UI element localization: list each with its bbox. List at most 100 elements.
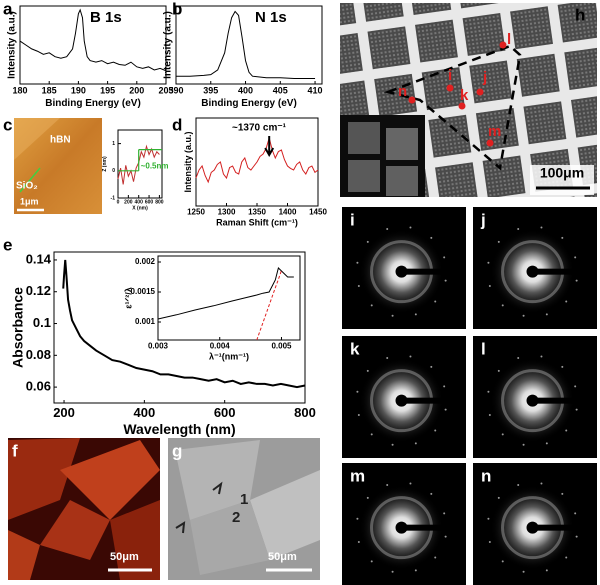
grid-square [292, 182, 335, 225]
diffraction-spot [391, 443, 394, 446]
y-axis-label: Intensity (a.u.) [163, 11, 174, 79]
diffraction-spot [575, 279, 578, 282]
x-tick-label: 1350 [248, 208, 266, 217]
diffraction-spot [517, 227, 520, 230]
x-tick-label: 400 [135, 199, 144, 205]
diffraction-spot [497, 240, 500, 243]
diffraction-spot [443, 256, 446, 259]
image-label: hBN [50, 135, 71, 146]
diffraction-spot [430, 492, 433, 495]
diffraction-spot [443, 512, 446, 515]
x-tick-label: 190 [71, 86, 86, 96]
diffraction-spot [356, 517, 359, 520]
diffraction-spot [414, 569, 417, 572]
grid-square [428, 114, 472, 158]
x-tick-label: 405 [273, 86, 288, 96]
diffraction-spot [487, 390, 490, 393]
grid-square [340, 32, 363, 76]
diffraction-spot [414, 442, 417, 445]
x-tick-label: 0 [117, 199, 120, 205]
marker-label: k [460, 87, 469, 104]
grid-square [360, 3, 404, 22]
diffraction-spot [565, 556, 568, 559]
diffraction-spot [443, 385, 446, 388]
y-axis-label: ε¹ᐟ²/λ [124, 287, 134, 309]
marker-label: n [398, 83, 407, 100]
grid-square [516, 53, 560, 97]
y-tick-label: 0.002 [135, 257, 156, 266]
marker-dot [476, 88, 484, 96]
diffraction-spot [356, 390, 359, 393]
x-tick-label: 0.004 [210, 342, 231, 351]
diffraction-spot [357, 540, 360, 543]
marker-dot [446, 84, 454, 92]
x-tick-label: 410 [308, 86, 323, 96]
panel-label: n [481, 466, 491, 485]
grid-square [421, 67, 465, 111]
diffraction-spot [574, 512, 577, 515]
diffraction-spot [522, 570, 525, 573]
diffraction-spot [517, 356, 520, 359]
scale-label: 1μm [20, 196, 39, 206]
grid-square [299, 230, 342, 273]
diffraction-spot [409, 226, 412, 229]
y-tick-label: -1 [111, 195, 116, 201]
x-tick-label: 390 [168, 86, 183, 96]
data-line [256, 270, 282, 341]
beam-stop-arm [401, 524, 466, 531]
diffraction-spot [366, 240, 369, 243]
diffraction-spot [487, 517, 490, 520]
diffraction-spot [444, 279, 447, 282]
scale-label: 100μm [540, 165, 584, 181]
diffraction-spot [540, 355, 543, 358]
panel-label: e [3, 235, 12, 254]
chart-title: B 1s [90, 9, 122, 26]
diffraction-spot [561, 492, 564, 495]
diffraction-spot [488, 540, 491, 543]
grid-square [475, 108, 519, 151]
panel-label: f [12, 441, 18, 460]
annotation-arrow [264, 136, 275, 158]
diffraction-spot [565, 429, 568, 432]
y-tick-label: 0.06 [26, 379, 51, 394]
diffraction-spot [545, 313, 548, 316]
data-line [157, 267, 294, 320]
panel-label: j [480, 210, 486, 229]
annotation: ~1370 cm⁻¹ [232, 123, 287, 134]
chart-title: N 1s [255, 9, 287, 26]
x-tick-label: 205 [158, 86, 173, 96]
grid-square [435, 162, 478, 197]
scale-label: 50μm [110, 551, 139, 563]
diffraction-spot [386, 227, 389, 230]
grid-square [503, 0, 546, 2]
sem-grid-image: 100μm [292, 0, 597, 273]
marker-dot [458, 102, 466, 110]
y-tick-label: 0.1 [33, 315, 51, 330]
diffraction-spot [370, 433, 373, 436]
diffraction-spot [357, 413, 360, 416]
panel-label: l [481, 339, 486, 358]
x-tick-label: 200 [124, 199, 133, 205]
diffraction-spot [497, 496, 500, 499]
diffraction-spot [386, 356, 389, 359]
x-tick-label: 1250 [187, 208, 205, 217]
beam-stop-arm [532, 268, 597, 275]
data-line [62, 259, 306, 389]
beam-stop-arm [401, 397, 466, 404]
diffraction-spot [370, 304, 373, 307]
x-tick-label: 1400 [279, 208, 297, 217]
x-tick-label: 1300 [218, 208, 236, 217]
diffraction-spot [366, 496, 369, 499]
plot-frame [117, 129, 163, 199]
panel-label: g [172, 441, 182, 460]
marker-label: i [448, 67, 452, 84]
x-tick-label: 195 [100, 86, 115, 96]
grid-square [367, 26, 411, 70]
diffraction-spot [561, 236, 564, 239]
diffraction-spot [501, 560, 504, 563]
y-tick-label: 0 [112, 168, 115, 174]
x-tick-label: 395 [203, 86, 218, 96]
data-line [195, 136, 319, 184]
image-label: 2 [232, 509, 240, 526]
diffraction-spot [414, 313, 417, 316]
